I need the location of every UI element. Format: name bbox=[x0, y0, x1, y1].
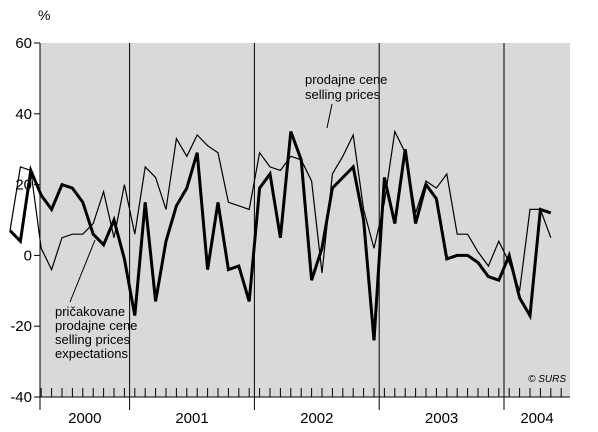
year-label: 2002 bbox=[300, 410, 333, 427]
expectations-annotation-line-2: prodajne cene bbox=[55, 318, 137, 333]
x-axis: 2000 2001 2002 2003 2004 bbox=[40, 397, 570, 427]
year-label: 2001 bbox=[175, 410, 208, 427]
y-tick-label: 40 bbox=[15, 106, 32, 123]
expectations-annotation-line-1: pričakovane bbox=[55, 304, 125, 319]
selling-prices-annotation: prodajne cene selling prices bbox=[305, 72, 391, 102]
y-tick-label: -20 bbox=[10, 318, 32, 335]
year-label: 2000 bbox=[68, 410, 101, 427]
y-unit-label: % bbox=[38, 7, 50, 23]
expectations-annotation-line-3: selling prices bbox=[55, 332, 131, 347]
year-label: 2004 bbox=[520, 410, 553, 427]
selling-prices-annotation-line-2: selling prices bbox=[305, 87, 381, 102]
y-tick-label: -40 bbox=[10, 389, 32, 406]
expectations-annotation-line-4: expectations bbox=[55, 346, 128, 361]
year-label: 2003 bbox=[425, 410, 458, 427]
y-tick-label: 60 bbox=[15, 35, 32, 52]
selling-prices-annotation-line-1: prodajne cene bbox=[305, 72, 387, 87]
y-tick-label: 0 bbox=[24, 247, 32, 264]
copyright-label: © SURS bbox=[528, 374, 566, 385]
